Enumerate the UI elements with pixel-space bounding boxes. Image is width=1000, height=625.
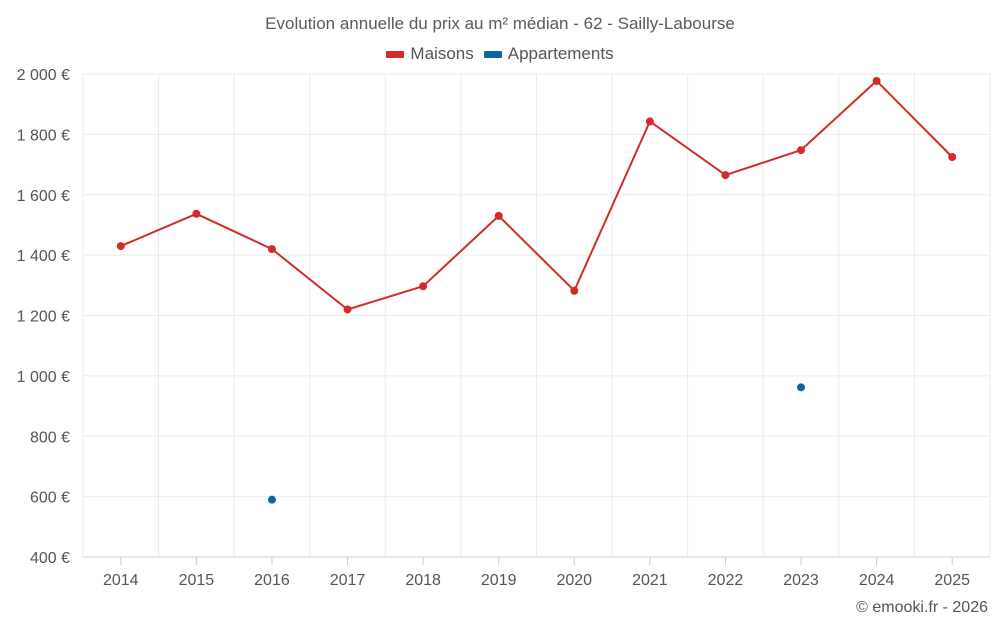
- y-tick-label: 1 400 €: [17, 248, 70, 265]
- y-tick-label: 800 €: [30, 429, 70, 446]
- data-point-maisons: [721, 171, 730, 180]
- data-point-maisons: [116, 242, 125, 251]
- legend: Maisons Appartements: [0, 44, 1000, 64]
- x-tick-label: 2017: [330, 572, 366, 589]
- x-tick-label: 2025: [934, 572, 970, 589]
- data-point-maisons: [797, 146, 806, 155]
- data-point-appartements: [797, 383, 806, 392]
- data-point-maisons: [192, 209, 201, 218]
- y-tick-label: 400 €: [30, 550, 70, 567]
- x-tick-label: 2020: [556, 572, 592, 589]
- y-tick-label: 1 800 €: [17, 127, 70, 144]
- x-tick-label: 2016: [254, 572, 290, 589]
- x-tick-label: 2024: [859, 572, 895, 589]
- legend-swatch-appartements: [483, 50, 502, 58]
- data-point-maisons: [419, 282, 428, 291]
- y-tick-label: 1 600 €: [17, 188, 70, 205]
- data-point-maisons: [645, 117, 654, 126]
- legend-label-maisons: Maisons: [410, 44, 474, 63]
- x-tick-label: 2022: [708, 572, 744, 589]
- x-tick-label: 2023: [783, 572, 819, 589]
- x-tick-label: 2021: [632, 572, 668, 589]
- legend-item-appartements[interactable]: Appartements: [483, 44, 614, 64]
- data-point-maisons: [343, 305, 352, 314]
- x-tick-label: 2019: [481, 572, 517, 589]
- x-tick-label: 2015: [179, 572, 215, 589]
- chart-title: Evolution annuelle du prix au m² médian …: [265, 14, 735, 33]
- x-tick-label: 2014: [103, 572, 139, 589]
- data-point-maisons: [570, 286, 579, 295]
- y-tick-label: 1 200 €: [17, 309, 70, 326]
- x-tick-label: 2018: [405, 572, 441, 589]
- y-tick-label: 2 000 €: [17, 67, 70, 84]
- y-tick-label: 600 €: [30, 490, 70, 507]
- legend-item-maisons[interactable]: Maisons: [386, 44, 474, 64]
- data-point-maisons: [494, 211, 503, 220]
- y-tick-label: 1 000 €: [17, 369, 70, 386]
- data-point-maisons: [948, 153, 957, 162]
- legend-swatch-maisons: [386, 50, 405, 58]
- credit: © emooki.fr - 2026: [856, 599, 988, 616]
- data-point-maisons: [872, 76, 881, 85]
- legend-label-appartements: Appartements: [507, 44, 614, 63]
- series-line-maisons: [120, 79, 953, 311]
- data-point-appartements: [267, 495, 276, 504]
- data-point-maisons: [267, 245, 276, 254]
